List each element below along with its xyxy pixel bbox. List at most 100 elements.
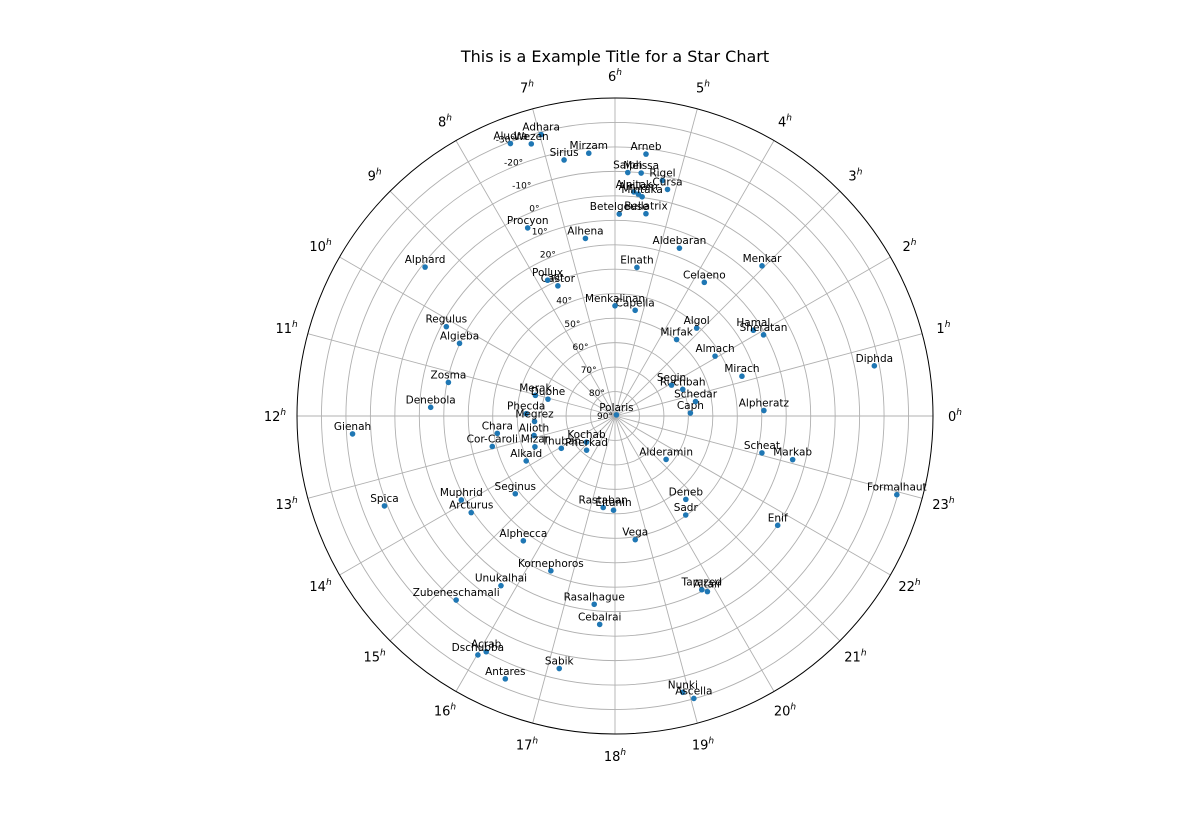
star-label: Spica — [370, 493, 398, 505]
star-points: PolarisKochabPherkadCaphSchedarRuchbahSe… — [334, 122, 927, 702]
star-label: Enif — [768, 512, 788, 524]
star-point — [610, 507, 617, 513]
star-label: Merak — [519, 382, 552, 394]
star-point — [498, 582, 504, 589]
star-point — [759, 263, 765, 269]
star-label: Alderamin — [639, 446, 693, 458]
star-label: Alkaid — [510, 448, 542, 460]
star-point — [507, 140, 514, 147]
star-point — [582, 235, 589, 242]
star-point — [558, 445, 565, 452]
star-label: Menkalinan — [585, 293, 645, 305]
star-label: Mirfak — [660, 327, 693, 339]
star-label: Mirzam — [570, 140, 608, 152]
star-label: Meissa — [623, 160, 659, 172]
star-point — [750, 327, 757, 334]
star-point — [489, 443, 496, 450]
ra-tick-label: 8h — [438, 114, 452, 131]
star-point — [443, 323, 450, 330]
ra-tick-label: 11h — [275, 320, 298, 337]
star-label: Alphard — [405, 254, 446, 266]
star-point — [545, 396, 551, 402]
star-point — [632, 307, 638, 314]
star-point — [555, 283, 561, 289]
star-label: Alnilam — [619, 181, 658, 193]
star-point — [691, 695, 697, 702]
ra-grid-line — [614, 256, 891, 417]
ra-tick-label: 20h — [774, 702, 797, 719]
ra-grid-line — [614, 415, 841, 642]
star-point — [759, 450, 765, 456]
ra-tick-label: 2h — [902, 238, 916, 255]
star-label: Kochab — [567, 429, 606, 441]
star-point — [789, 456, 796, 463]
star-point — [502, 676, 509, 682]
ra-tick-label: 4h — [778, 114, 792, 131]
ra-grid-line — [614, 415, 891, 576]
ra-tick-label: 7h — [520, 80, 534, 97]
star-label: Phecda — [507, 401, 545, 413]
star-point — [663, 456, 669, 463]
star-point — [693, 325, 700, 331]
dec-tick-label: -30° — [496, 135, 515, 145]
star-point — [422, 264, 428, 270]
star-point — [632, 536, 639, 543]
star-label: Denebola — [406, 394, 456, 406]
star-point — [701, 279, 708, 286]
star-label: Betelgeuse — [590, 201, 649, 213]
star-label: Elnath — [620, 254, 653, 266]
star-label: Caph — [677, 400, 704, 412]
star-label: Bellatrix — [624, 201, 668, 213]
ra-grid-line — [455, 415, 616, 692]
star-point — [531, 432, 537, 439]
star-point — [524, 225, 531, 231]
star-label: Alhena — [567, 225, 603, 237]
star-label: Chara — [482, 420, 513, 432]
star-label: Acrab — [471, 639, 502, 651]
star-label: Zosma — [431, 369, 467, 381]
ra-tick-label: 22h — [898, 578, 921, 595]
star-point — [631, 189, 637, 195]
ra-grid-line — [614, 415, 923, 499]
ra-grid-line — [389, 415, 616, 642]
star-label: Aludra — [493, 131, 527, 143]
star-point — [532, 443, 538, 450]
ra-tick-label: 23h — [932, 496, 955, 513]
star-label: Mirach — [724, 363, 759, 375]
star-label: Rigel — [649, 168, 675, 180]
star-label: Algol — [684, 315, 710, 327]
polar-grid — [297, 98, 933, 734]
star-point — [638, 170, 644, 176]
ra-tick-label: 15h — [363, 648, 386, 665]
star-point — [381, 503, 388, 509]
star-point — [712, 353, 718, 359]
ra-tick-label: 18h — [604, 748, 627, 765]
star-label: Dschubba — [452, 642, 504, 654]
star-label: Formalhaut — [867, 482, 927, 494]
star-point — [427, 404, 434, 411]
dec-tick-label: 40° — [556, 297, 572, 307]
star-label: Segin — [657, 372, 686, 384]
ra-grid-line — [614, 190, 841, 417]
star-point — [643, 151, 649, 157]
star-point — [532, 392, 539, 399]
ra-tick-label: 16h — [434, 702, 457, 719]
ra-tick-labels: 0h 1h 2h 3h 4h 5h 6h 7h 8h 9h 10h 11h 12h 13h 14h 15h 16… — [264, 68, 962, 765]
ra-grid-line — [307, 415, 616, 499]
star-point — [548, 568, 554, 574]
dec-tick-label: -10° — [512, 181, 531, 191]
star-label: Scheat — [744, 440, 780, 452]
star-label: Deneb — [669, 486, 704, 498]
star-label: Cursa — [652, 176, 682, 188]
dec-tick-label: 30° — [548, 274, 564, 284]
star-point — [583, 439, 590, 446]
star-label: Gienah — [334, 421, 371, 433]
star-point — [523, 458, 529, 464]
chart-title: This is a Example Title for a Star Chart — [460, 47, 769, 66]
star-label: Procyon — [507, 215, 549, 227]
star-point — [664, 186, 671, 193]
star-label: Sheratan — [740, 322, 788, 334]
star-label: Sadr — [674, 502, 699, 514]
ra-tick-label: 9h — [368, 168, 382, 185]
